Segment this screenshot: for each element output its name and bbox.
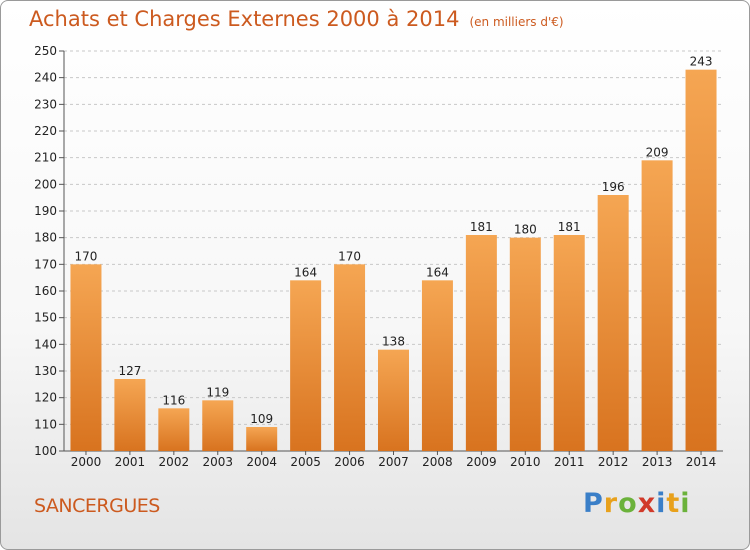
x-tick-label: 2010 xyxy=(510,455,541,469)
x-tick-label: 2012 xyxy=(598,455,629,469)
x-tick-label: 2013 xyxy=(642,455,673,469)
x-tick-label: 2000 xyxy=(71,455,102,469)
bar xyxy=(158,408,190,451)
y-tick-label: 190 xyxy=(34,204,57,218)
data-label: 164 xyxy=(426,265,449,279)
logo-letter: t xyxy=(666,488,681,519)
data-label: 109 xyxy=(250,412,273,426)
bar xyxy=(641,160,673,452)
data-label: 180 xyxy=(514,223,537,237)
logo-letter: i xyxy=(656,488,667,519)
logo-letter: P xyxy=(583,488,604,519)
bar xyxy=(70,264,102,451)
bar xyxy=(202,400,234,451)
chart-subtitle: (en milliers d'€) xyxy=(469,15,564,29)
bar xyxy=(465,235,497,451)
y-tick-label: 130 xyxy=(34,364,57,378)
axis-layer: 100 110 120 130 140 150 160 170 180 190 200 210 220 2… xyxy=(34,44,723,469)
y-tick-label: 160 xyxy=(34,284,57,298)
data-label: 119 xyxy=(206,385,229,399)
data-label: 181 xyxy=(558,220,581,234)
bar xyxy=(114,379,146,451)
x-tick-label: 2001 xyxy=(115,455,146,469)
chart-title: Achats et Charges Externes 2000 à 2014 xyxy=(29,7,460,31)
data-label: 196 xyxy=(602,180,625,194)
x-tick-label: 2014 xyxy=(686,455,717,469)
x-tick-label: 2004 xyxy=(246,455,277,469)
y-tick-label: 230 xyxy=(34,97,57,111)
x-tick-label: 2005 xyxy=(290,455,321,469)
y-tick-label: 180 xyxy=(34,231,57,245)
label-layer: 170 127 116 119 109 164 170 138 164 181 180 181 196 2… xyxy=(75,55,713,426)
x-tick-label: 2008 xyxy=(422,455,453,469)
x-tick-label: 2009 xyxy=(466,455,497,469)
bar xyxy=(421,280,453,451)
logo-letter: o xyxy=(618,488,638,519)
data-label: 127 xyxy=(118,364,141,378)
data-label: 209 xyxy=(646,145,669,159)
commune-name: SANCERGUES xyxy=(34,495,160,517)
y-tick-label: 240 xyxy=(34,71,57,85)
logo-letter: i xyxy=(680,488,691,519)
y-tick-label: 120 xyxy=(34,391,57,405)
data-label: 170 xyxy=(75,249,98,263)
data-label: 164 xyxy=(294,265,317,279)
bar-layer xyxy=(70,69,717,452)
data-label: 243 xyxy=(690,55,713,69)
title-row: Achats et Charges Externes 2000 à 2014 (e… xyxy=(29,7,564,31)
x-tick-label: 2011 xyxy=(554,455,585,469)
data-label: 138 xyxy=(382,335,405,349)
data-label: 170 xyxy=(338,249,361,263)
data-label: 181 xyxy=(470,220,493,234)
y-tick-label: 100 xyxy=(34,444,57,458)
y-tick-label: 250 xyxy=(34,44,57,58)
bar xyxy=(597,195,629,451)
bar xyxy=(334,264,366,451)
bar xyxy=(246,427,278,451)
y-tick-label: 140 xyxy=(34,337,57,351)
bar xyxy=(509,237,541,451)
x-tick-label: 2006 xyxy=(334,455,365,469)
bar xyxy=(378,349,409,451)
y-tick-label: 110 xyxy=(34,417,57,431)
y-tick-label: 150 xyxy=(34,311,57,325)
y-tick-label: 220 xyxy=(34,124,57,138)
x-tick-label: 2002 xyxy=(159,455,190,469)
data-label: 116 xyxy=(162,393,185,407)
x-tick-label: 2003 xyxy=(202,455,233,469)
logo-letter: r xyxy=(603,488,619,519)
y-tick-label: 210 xyxy=(34,151,57,165)
x-tick-label: 2007 xyxy=(378,455,409,469)
proxiti-logo: Proxiti xyxy=(583,488,691,519)
y-tick-label: 170 xyxy=(34,257,57,271)
bar xyxy=(290,280,322,451)
bar xyxy=(685,69,717,452)
logo-letter: x xyxy=(637,488,657,519)
y-tick-label: 200 xyxy=(34,177,57,191)
bar xyxy=(553,235,585,451)
